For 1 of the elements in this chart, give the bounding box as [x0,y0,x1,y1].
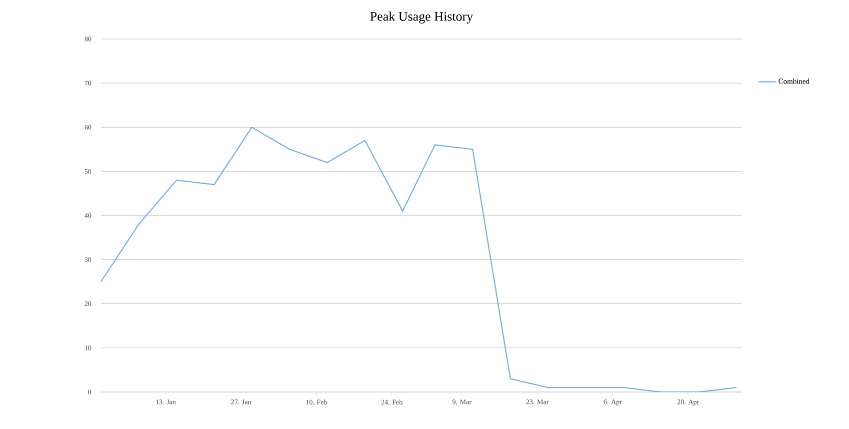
chart-title: Peak Usage History [370,12,474,24]
